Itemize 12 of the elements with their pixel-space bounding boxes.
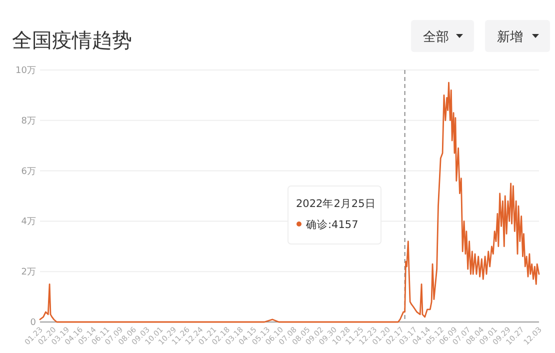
y-tick-label: 6万 (21, 166, 36, 177)
y-tick-label: 8万 (21, 116, 36, 126)
y-tick-label: 4万 (21, 217, 36, 228)
tooltip: 2022年2月25日 确诊:4157 (288, 186, 382, 244)
button: 全部 (411, 20, 474, 52)
y-tick-label: 0 (30, 318, 36, 328)
y-tick-label: 10万 (16, 66, 36, 76)
chart-title: 全国疫情趋势 (12, 28, 132, 52)
annotation: 2022年2月25日 (296, 198, 376, 210)
annotation: 确诊:4157 (305, 219, 358, 231)
button: 新增 (485, 20, 550, 52)
y-tick-label: 2万 (21, 268, 36, 278)
